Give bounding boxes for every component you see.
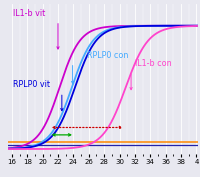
Text: RPLP0 con: RPLP0 con: [87, 51, 129, 60]
Text: IL1-b con: IL1-b con: [135, 59, 172, 68]
Text: RPLP0 vit: RPLP0 vit: [13, 80, 50, 89]
Text: IL1-b vit: IL1-b vit: [13, 9, 46, 18]
